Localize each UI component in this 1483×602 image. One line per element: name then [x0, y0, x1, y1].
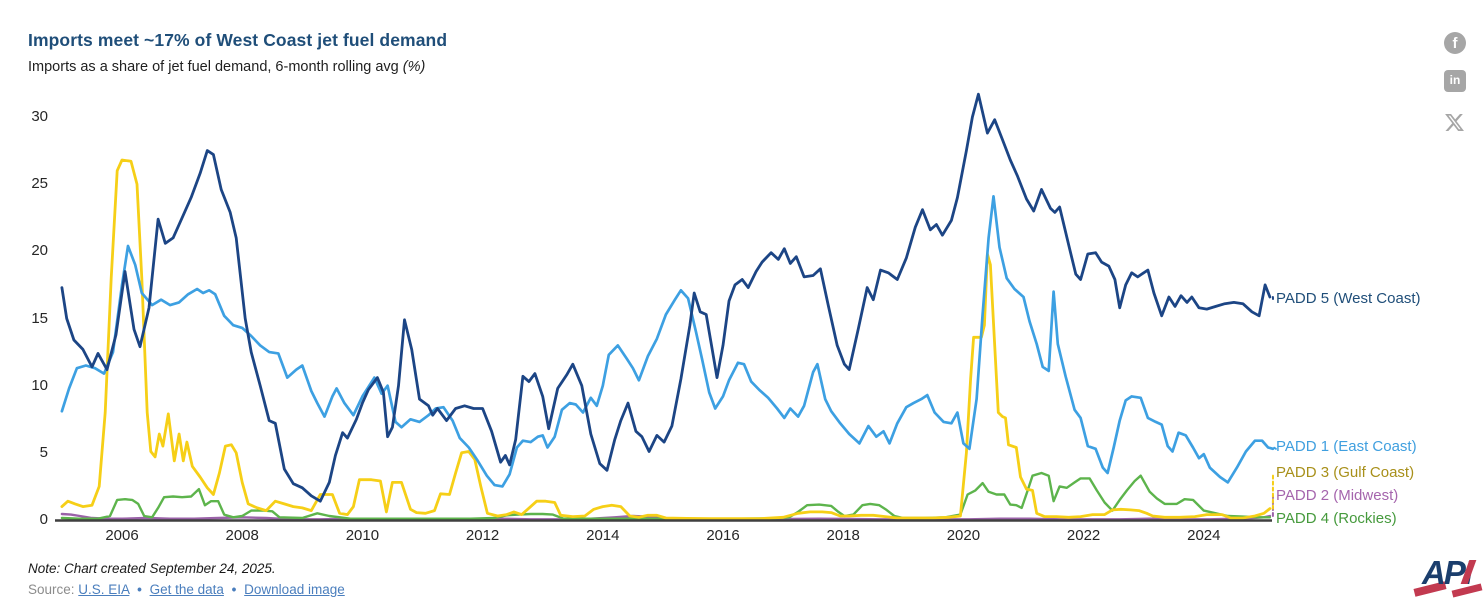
series-line-padd3: [60, 158, 1272, 521]
chart-subtitle-unit: (%): [402, 59, 426, 75]
chart-note: Note: Chart created September 24, 2025.: [28, 561, 276, 576]
series-line-padd1: [60, 194, 1275, 488]
leader-line-padd1: [1272, 446, 1277, 450]
source-label: Source:: [28, 582, 75, 597]
source-link-us-eia[interactable]: U.S. EIA: [78, 582, 130, 597]
get-the-data-link[interactable]: Get the data: [149, 582, 224, 597]
separator-bullet: •: [231, 582, 237, 597]
api-logo: API: [1413, 554, 1483, 600]
series-line-padd5: [60, 92, 1272, 503]
chart-subtitle: Imports as a share of jet fuel demand, 6…: [28, 59, 425, 75]
download-image-link[interactable]: Download image: [244, 582, 345, 597]
page-title: Imports meet ~17% of West Coast jet fuel…: [28, 30, 448, 50]
chart-subtitle-text: Imports as a share of jet fuel demand, 6…: [28, 59, 399, 75]
facebook-share-icon[interactable]: f: [1444, 32, 1466, 54]
share-toolbar: f in: [1444, 32, 1472, 146]
source-line: Source: U.S. EIA • Get the data • Downlo…: [28, 582, 345, 597]
x-share-icon[interactable]: [1444, 108, 1466, 132]
separator-bullet: •: [137, 582, 142, 597]
series-line-padd4: [60, 471, 1272, 520]
linkedin-share-icon[interactable]: in: [1444, 70, 1466, 92]
x-logo-glyph: [1445, 113, 1464, 132]
